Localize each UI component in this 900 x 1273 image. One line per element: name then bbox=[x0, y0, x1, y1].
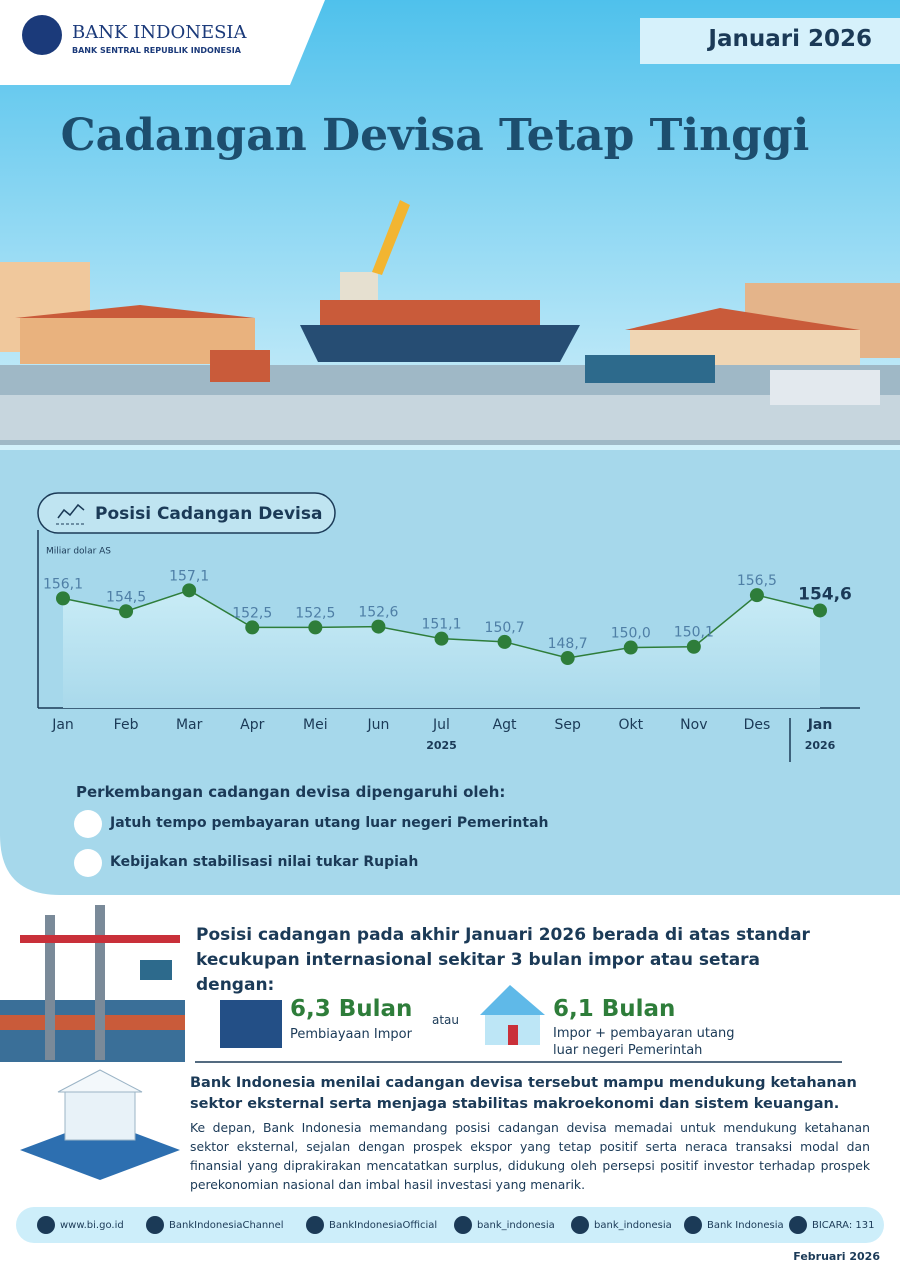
point bbox=[434, 631, 449, 646]
x-tick-label: Feb bbox=[114, 717, 139, 733]
assessment-headline: Bank Indonesia menilai cadangan devisa t… bbox=[190, 1075, 857, 1112]
x-tick-label: Des bbox=[744, 717, 771, 733]
option-label: Pembiayaan Impor bbox=[290, 1027, 412, 1042]
x-tick-label: Mei bbox=[303, 717, 328, 733]
x-tick-label: Mar bbox=[176, 717, 203, 733]
social-link: bank_indonesia bbox=[594, 1220, 672, 1231]
value-label: 154,5 bbox=[106, 589, 146, 605]
social-icon bbox=[306, 1216, 324, 1234]
assessment-body: Ke depan, Bank Indonesia memandang posis… bbox=[190, 1120, 870, 1192]
value-label: 150,7 bbox=[485, 620, 525, 636]
connector: atau bbox=[432, 1013, 460, 1027]
social-icon bbox=[684, 1216, 702, 1234]
x-tick-label: Agt bbox=[493, 717, 517, 733]
x-tick-label: Apr bbox=[240, 717, 264, 733]
footer-date: Februari 2026 bbox=[793, 1250, 880, 1263]
option-value: 6,3 Bulan bbox=[290, 996, 413, 1022]
point bbox=[560, 651, 575, 666]
point bbox=[371, 619, 386, 634]
value-label: 150,1 bbox=[674, 625, 714, 641]
value-label: 148,7 bbox=[548, 636, 588, 652]
factors-heading: Perkembangan cadangan devisa dipengaruhi… bbox=[76, 783, 506, 801]
point bbox=[686, 639, 701, 654]
point bbox=[182, 583, 197, 598]
logo-subtitle: BANK SENTRAL REPUBLIK INDONESIA bbox=[72, 46, 241, 55]
social-link: Bank Indonesia bbox=[707, 1220, 784, 1231]
value-label: 152,6 bbox=[358, 605, 398, 621]
value-label: 151,1 bbox=[421, 617, 461, 633]
point bbox=[119, 604, 134, 619]
year-label: 2026 bbox=[805, 739, 836, 752]
point bbox=[245, 620, 260, 635]
social-icon bbox=[37, 1216, 55, 1234]
point bbox=[56, 591, 70, 606]
point bbox=[623, 640, 638, 655]
social-icon bbox=[146, 1216, 164, 1234]
chart-title: Posisi Cadangan Devisa bbox=[95, 504, 322, 524]
x-tick-label: Jan bbox=[807, 717, 833, 733]
factor: Kebijakan stabilisasi nilai tukar Rupiah bbox=[110, 854, 419, 870]
y-axis-label: Miliar dolar AS bbox=[46, 547, 111, 557]
social-link: www.bi.go.id bbox=[60, 1220, 124, 1231]
point bbox=[497, 634, 512, 649]
value-label: 156,1 bbox=[43, 576, 83, 592]
option-value: 6,1 Bulan bbox=[553, 996, 676, 1022]
icon bbox=[74, 849, 102, 877]
value-label: 152,5 bbox=[232, 605, 272, 621]
social-icon bbox=[571, 1216, 589, 1234]
point bbox=[308, 620, 323, 635]
x-tick-label: Jul bbox=[432, 717, 450, 733]
x-tick-label: Okt bbox=[618, 717, 643, 733]
icon bbox=[74, 810, 102, 838]
social-link: bank_indonesia bbox=[477, 1220, 555, 1231]
social-icon bbox=[789, 1216, 807, 1234]
value-label: 154,6 bbox=[798, 584, 852, 604]
adequacy-statement: Posisi cadangan pada akhir Januari 2026 … bbox=[196, 925, 810, 995]
factor: Jatuh tempo pembayaran utang luar negeri… bbox=[110, 815, 549, 831]
option-label: Impor + pembayaran utang luar negeri Pem… bbox=[553, 1026, 735, 1058]
year-label: 2025 bbox=[426, 739, 457, 752]
social-link: BICARA: 131 bbox=[812, 1220, 874, 1231]
social-icon bbox=[454, 1216, 472, 1234]
value-label: 152,5 bbox=[295, 605, 335, 621]
value-label: 150,0 bbox=[611, 626, 651, 642]
logo-name: BANK INDONESIA bbox=[72, 22, 247, 43]
point bbox=[749, 588, 764, 603]
value-label: 157,1 bbox=[169, 568, 209, 584]
x-tick-label: Jun bbox=[366, 717, 389, 733]
x-tick-label: Nov bbox=[680, 717, 707, 733]
x-tick-label: Jan bbox=[51, 717, 74, 733]
logo-mark bbox=[22, 15, 62, 55]
main-title: Cadangan Devisa Tetap Tinggi bbox=[60, 110, 810, 161]
area bbox=[63, 590, 820, 708]
social-link: BankIndonesiaChannel bbox=[169, 1220, 284, 1231]
point bbox=[813, 603, 827, 618]
period: Januari 2026 bbox=[708, 26, 872, 52]
value-label: 156,5 bbox=[737, 573, 777, 589]
social-link: BankIndonesiaOfficial bbox=[329, 1220, 437, 1231]
x-tick-label: Sep bbox=[554, 717, 581, 733]
